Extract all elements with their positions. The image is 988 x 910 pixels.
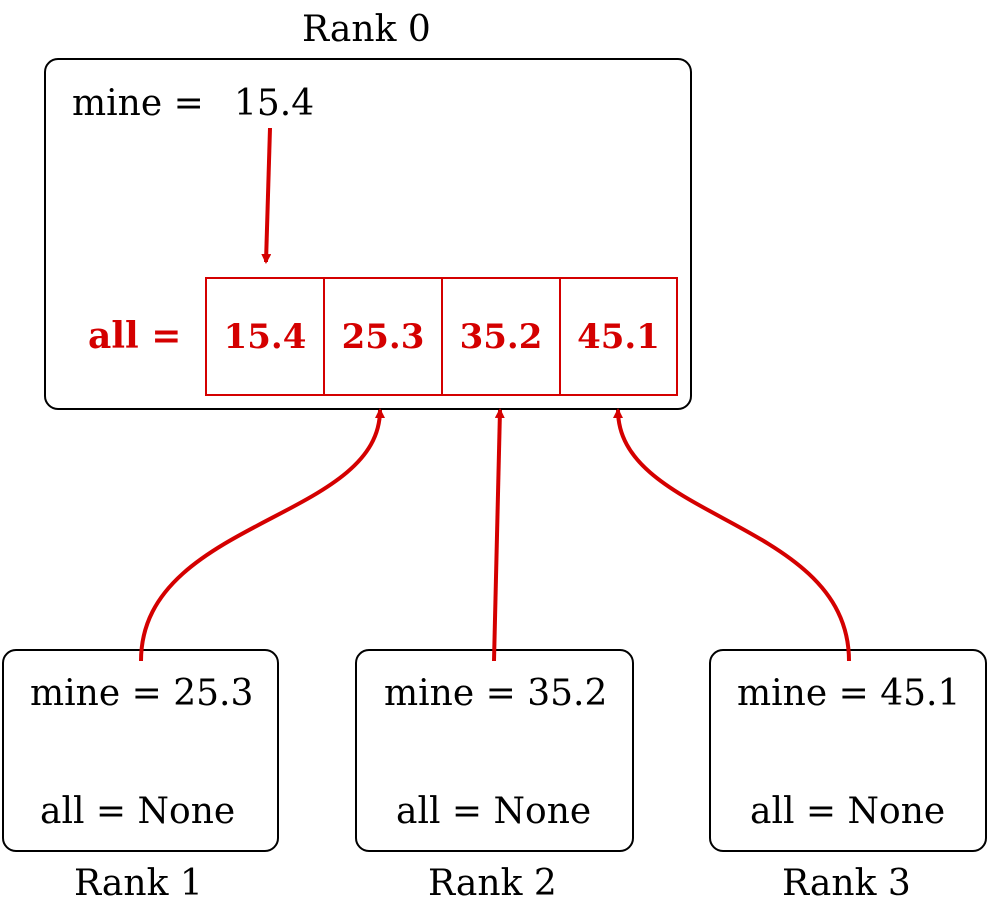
- rank0-mine-value: 15.4: [234, 83, 315, 124]
- all-cell-3: 45.1: [559, 277, 678, 396]
- rank1-mine: mine = 25.3: [30, 673, 254, 714]
- rank1-all: all = None: [40, 791, 236, 832]
- all-cell-0: 15.4: [205, 277, 325, 396]
- arrow-rank3-to-rank0: [613, 408, 851, 662]
- rank0-box: [44, 58, 692, 410]
- all-cell-2: 35.2: [441, 277, 561, 396]
- rank0-title: Rank 0: [302, 9, 431, 50]
- rank3-mine: mine = 45.1: [737, 673, 961, 714]
- rank2-all: all = None: [396, 791, 592, 832]
- arrow-rank2-to-rank0: [492, 408, 505, 662]
- rank1-title: Rank 1: [74, 863, 203, 904]
- arrow-rank1-to-rank0: [139, 408, 385, 662]
- all-cell-1: 25.3: [323, 277, 443, 396]
- rank3-title: Rank 3: [782, 863, 911, 904]
- rank0-mine-label: mine =: [72, 83, 204, 124]
- rank3-all: all = None: [750, 791, 946, 832]
- rank0-all-label: all =: [88, 315, 182, 357]
- rank2-title: Rank 2: [428, 863, 557, 904]
- rank2-mine: mine = 35.2: [384, 673, 608, 714]
